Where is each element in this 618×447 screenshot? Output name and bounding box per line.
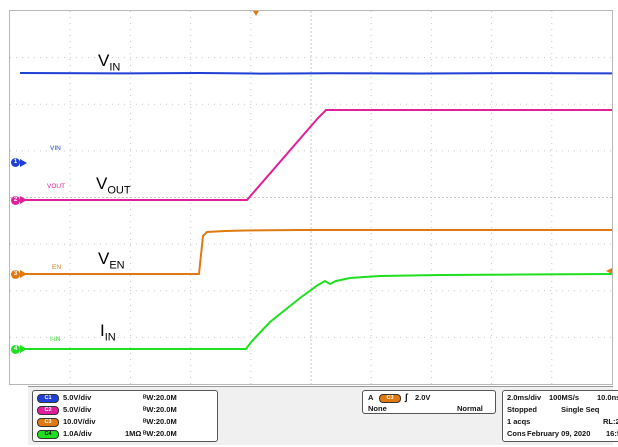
trigger-level: 2.0V [415, 393, 431, 402]
vout-annotation: VOUT [96, 174, 131, 197]
vin-annotation: VIN [98, 51, 121, 74]
sample-rate: 100MS/s [549, 393, 580, 402]
time-resolution: 10.0ns/pt [597, 393, 618, 402]
ch2-scale: 5.0V/div [63, 405, 92, 414]
trigger-channel-chip: C3 [379, 394, 401, 403]
ch1-marker[interactable]: 1 [11, 158, 20, 167]
ch1-settings-row[interactable]: C1 5.0V/div [37, 393, 91, 403]
iin-trace [20, 273, 613, 350]
acquisition-panel[interactable]: 2.0ms/div 100MS/s 10.0ns/pt Stopped Sing… [502, 390, 618, 442]
ch1-bandwidth: ᴮW:20.0M [143, 393, 177, 402]
vout-channel-label: VOUT [47, 183, 66, 190]
ch4-impedance: 1MΩ [125, 429, 142, 438]
capture-date: February 09, 2020 [527, 429, 591, 438]
en-trace [20, 229, 612, 275]
en-channel-label: EN [52, 264, 62, 271]
acquisition-state: Stopped [507, 405, 537, 414]
readout-bar: C1 5.0V/div C2 5.0V/div C3 10.0V/div C4 1.0A… [28, 386, 618, 445]
ch4-marker[interactable]: 4 [11, 345, 20, 354]
trigger-slope-icon: ∫ [405, 392, 408, 402]
ch4-bandwidth: ᴮW:20.0M [143, 429, 177, 438]
iin-annotation: IIN [100, 321, 116, 344]
ch3-marker[interactable]: 3 [11, 270, 20, 279]
trigger-coupling: None [368, 404, 387, 413]
ch4-chip: C4 [37, 429, 59, 439]
vertical-settings-panel[interactable]: C1 5.0V/div C2 5.0V/div C3 10.0V/div C4 1.0A… [32, 390, 218, 442]
graticule-border [9, 10, 613, 385]
ch2-bandwidth: ᴮW:20.0M [143, 405, 177, 414]
capture-time: 16:57:33 [606, 429, 618, 438]
vout-trace [20, 109, 612, 201]
trigger-mode: Normal [457, 404, 483, 413]
ch3-settings-row[interactable]: C3 10.0V/div [37, 417, 96, 427]
ch3-chip: C3 [37, 417, 59, 427]
ch1-chip: C1 [37, 393, 59, 403]
trigger-source-a: A [368, 393, 374, 402]
vin-channel-label: VIN [50, 145, 61, 152]
sequence-mode: Single Seq [561, 405, 600, 414]
ch1-scale: 5.0V/div [63, 393, 92, 402]
ch3-scale: 10.0V/div [63, 417, 96, 426]
ven-annotation: VEN [98, 249, 125, 272]
ch4-scale: 1.0A/div [63, 429, 92, 438]
acquisition-count: 1 acqs [507, 417, 531, 426]
ch4-settings-row[interactable]: C4 1.0A/div [37, 429, 92, 439]
vin-trace [19, 71, 613, 75]
record-length: RL:2.0M [603, 417, 618, 426]
ch2-settings-row[interactable]: C2 5.0V/div [37, 405, 91, 415]
ch2-marker[interactable]: 2 [11, 196, 20, 205]
trigger-level-marker [606, 268, 612, 274]
timebase: 2.0ms/div [507, 393, 542, 402]
trigger-position-marker [253, 11, 259, 16]
iin-channel-label: I-IN [50, 336, 61, 343]
ch3-bandwidth: ᴮW:20.0M [143, 417, 177, 426]
cons-label: Cons [507, 429, 526, 438]
ch2-chip: C2 [37, 405, 59, 415]
trigger-panel[interactable]: A C3 ∫ 2.0V None Normal [362, 390, 496, 414]
